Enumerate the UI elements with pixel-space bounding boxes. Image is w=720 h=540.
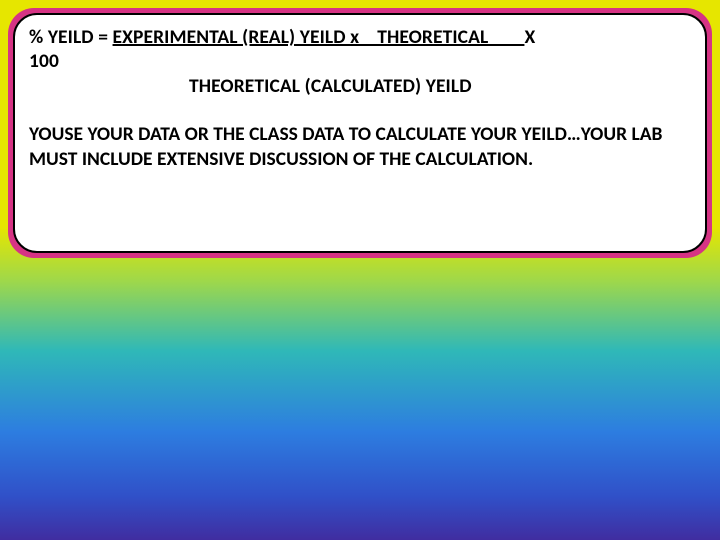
formula-block: % YEILD = EXPERIMENTAL (REAL) YEILD x TH… [29,25,691,98]
formula-line-3: THEORETICAL (CALCULATED) YEILD [29,74,691,98]
instruction-paragraph: YOUSE YOUR DATA OR THE CLASS DATA TO CAL… [29,122,691,171]
formula-line-2: 100 [29,49,691,73]
formula-suffix: X [524,25,535,49]
spacer [29,98,691,122]
formula-line-1: % YEILD = EXPERIMENTAL (REAL) YEILD x TH… [29,25,691,49]
formula-underlined: EXPERIMENTAL (REAL) YEILD x THEORETICAL [113,25,525,49]
formula-prefix: % YEILD = [29,25,113,49]
slide-background: % YEILD = EXPERIMENTAL (REAL) YEILD x TH… [0,0,720,540]
card-inner: % YEILD = EXPERIMENTAL (REAL) YEILD x TH… [13,13,707,253]
